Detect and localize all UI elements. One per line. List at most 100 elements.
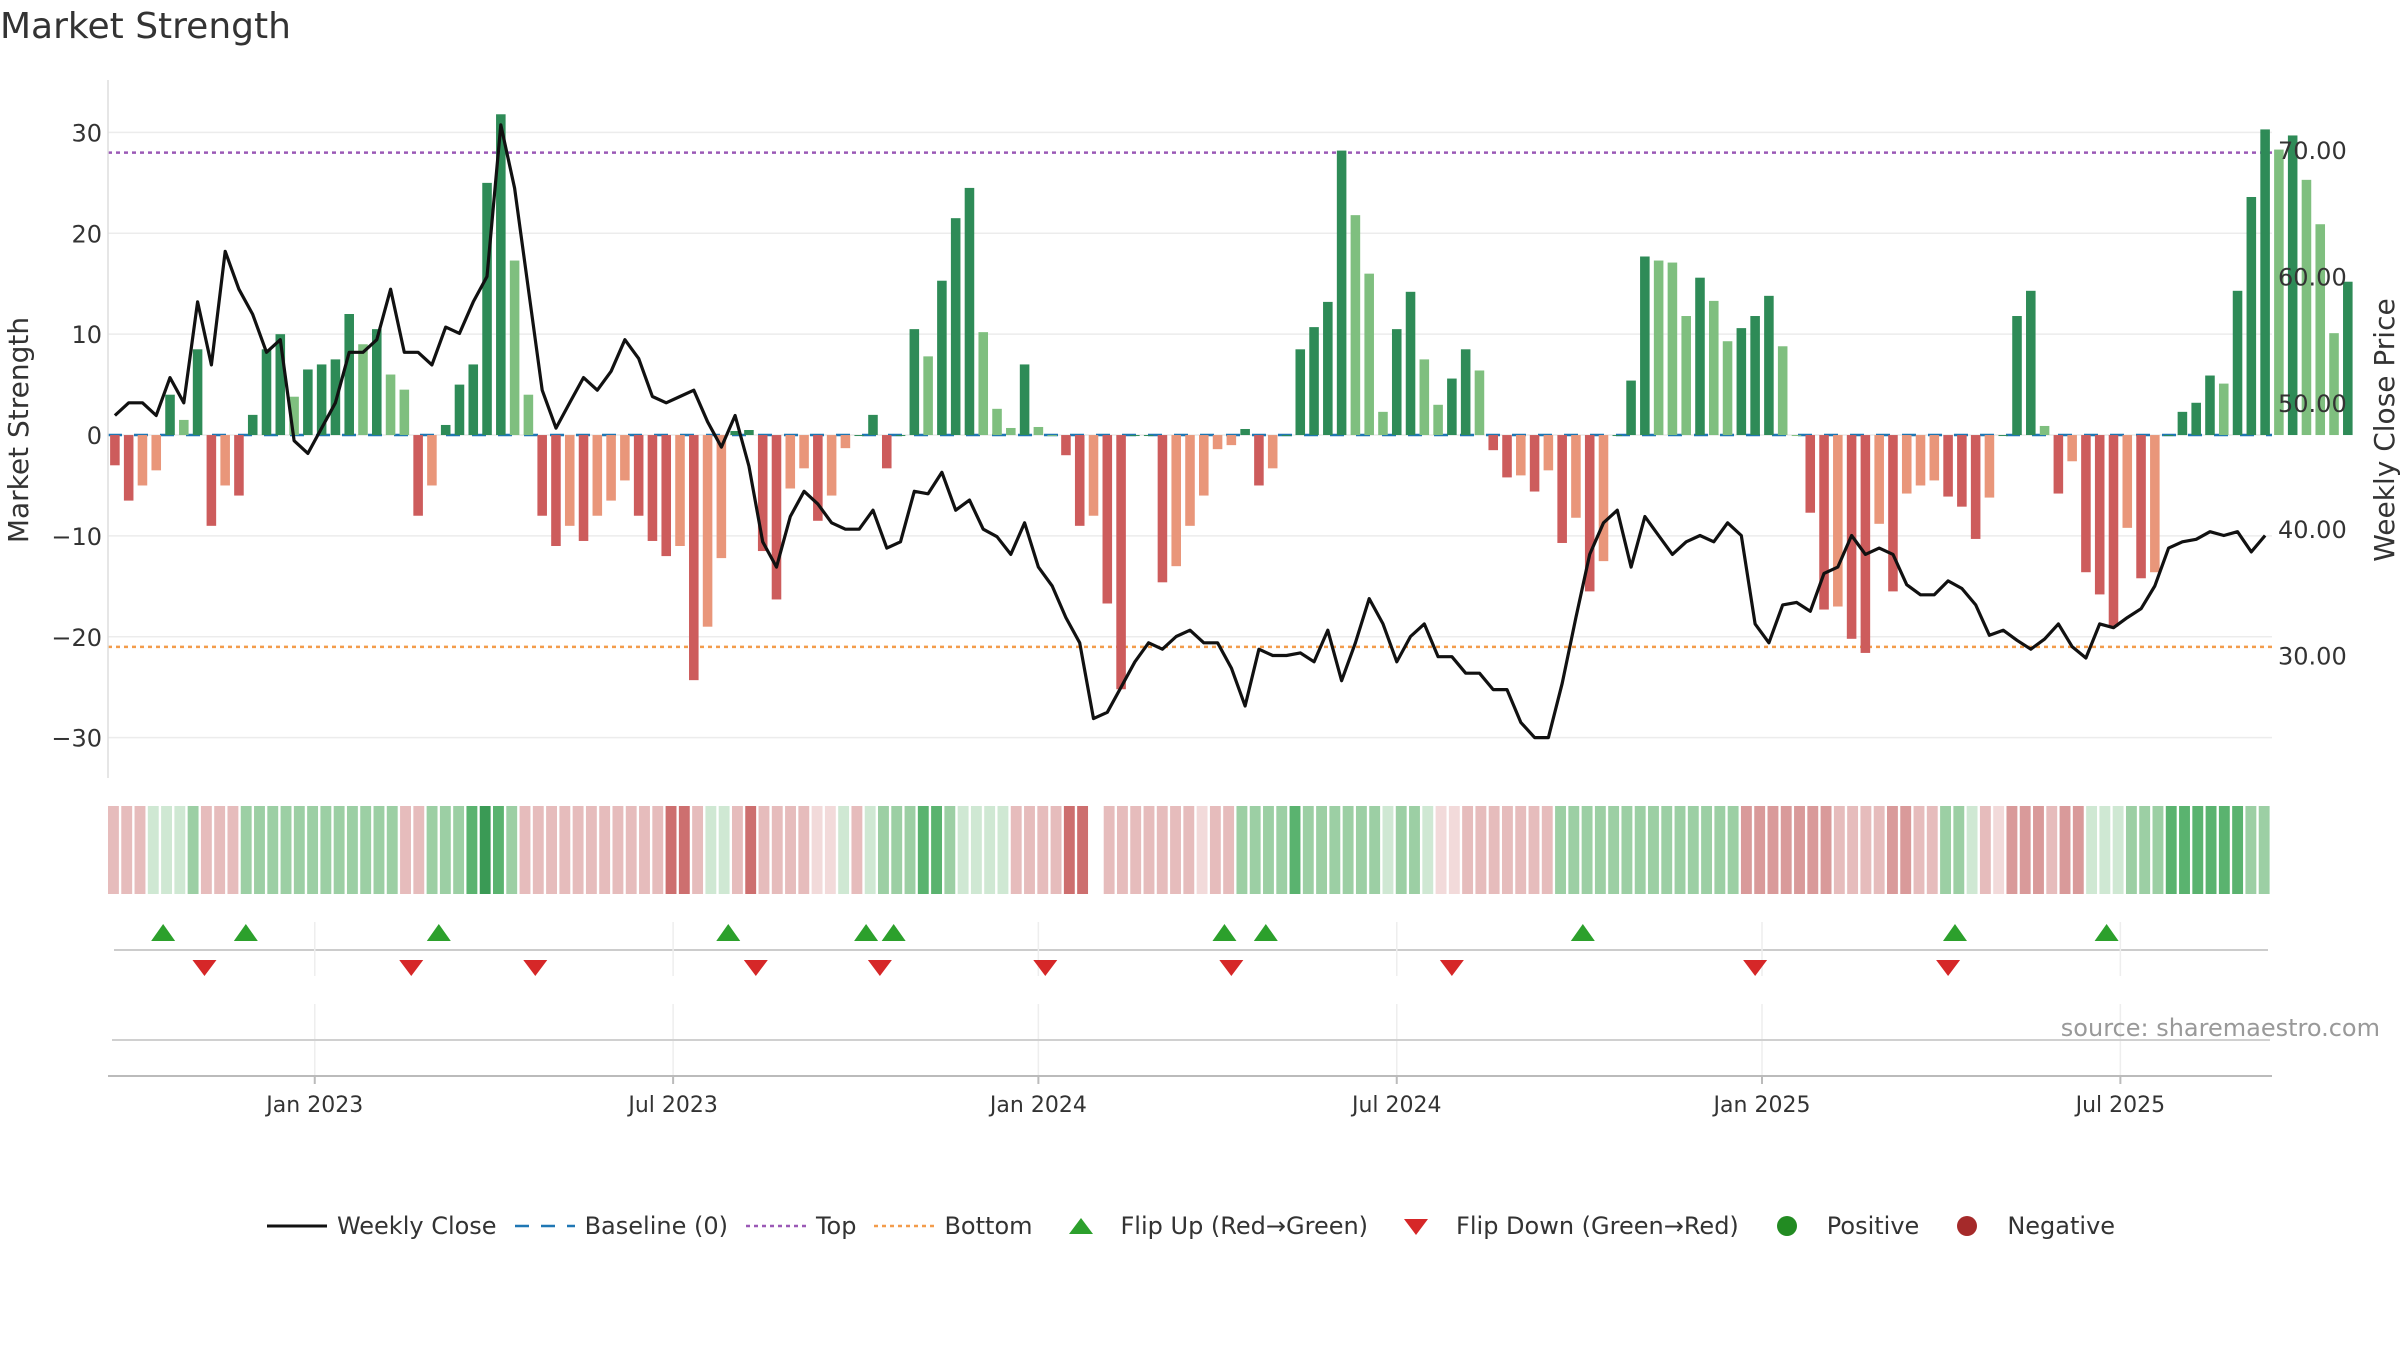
strength-bar — [1199, 435, 1209, 496]
strength-bar — [1653, 260, 1664, 436]
strength-bar — [1047, 435, 1057, 437]
strength-bar — [1088, 435, 1099, 516]
strength-bar — [1722, 341, 1733, 436]
strip-cell — [1170, 806, 1181, 894]
strength-bar — [606, 435, 616, 501]
y2-tick-label: 40.00 — [2278, 516, 2347, 544]
flip-up-marker — [1212, 924, 1237, 941]
strip-cell — [758, 806, 770, 894]
strength-bar — [633, 435, 644, 516]
strength-bar — [537, 435, 547, 516]
strip-cell — [2218, 806, 2230, 894]
strip-cell — [1966, 806, 1978, 894]
strength-bar — [275, 334, 286, 436]
strip-cell — [2245, 806, 2257, 894]
strip-cell — [572, 806, 584, 894]
legend-item-bottom: Bottom — [874, 1212, 1033, 1240]
strength-bar — [1502, 435, 1512, 478]
strength-bar — [2246, 196, 2257, 436]
strip-cell — [1860, 806, 1872, 894]
strip-cell — [2179, 806, 2190, 894]
strength-bar — [1970, 435, 1981, 539]
strength-bar — [2287, 135, 2298, 436]
strength-bar — [2122, 435, 2133, 528]
strength-bar — [1130, 435, 1140, 437]
strip-cell — [1847, 806, 1859, 894]
flip-down-marker — [743, 960, 768, 976]
weekly-close-line — [113, 123, 2267, 740]
x-axis: Jan 2023 Jul 2023 Jan 2024 Jul 2024 Jan 2025… — [108, 1075, 2272, 1118]
strength-bar — [1061, 435, 1071, 456]
strip-cell — [2165, 806, 2177, 894]
strip-cell — [546, 806, 557, 894]
legend-label: Positive — [1826, 1212, 1920, 1240]
strip-cell — [1581, 806, 1593, 894]
strength-bar — [344, 314, 354, 436]
strip-cell — [320, 806, 332, 894]
strip-cell — [1369, 806, 1381, 894]
strength-bar — [1006, 427, 1016, 436]
strength-bars — [110, 114, 2353, 690]
strip-cell — [1754, 806, 1766, 894]
flip-down-icon — [1404, 1219, 1429, 1235]
strip-cell — [1979, 806, 1991, 894]
strength-bar — [192, 349, 203, 436]
strength-bar — [895, 435, 906, 437]
strength-bar — [399, 389, 410, 436]
strength-bar — [592, 435, 603, 516]
top-icon — [745, 1224, 806, 1228]
strength-bar — [2329, 333, 2339, 436]
y-tick-label: 10 — [71, 321, 102, 349]
strength-bar — [2094, 435, 2105, 595]
strength-bar — [123, 435, 134, 501]
strip-cell — [493, 806, 504, 894]
strength-bar — [1543, 435, 1554, 471]
strip-cell — [214, 806, 226, 894]
strip-cell — [400, 806, 411, 894]
strength-bar — [1957, 435, 1967, 507]
strip-cell — [864, 806, 876, 894]
strength-bar — [247, 414, 258, 436]
strip-cell — [1568, 806, 1580, 894]
strength-bar — [137, 435, 148, 486]
strip-cell — [413, 806, 425, 894]
strip-cell — [1448, 806, 1460, 894]
strength-bar — [689, 435, 699, 681]
strip-cell — [1555, 806, 1566, 894]
strip-cell — [559, 806, 571, 894]
strength-bar — [1447, 378, 1457, 436]
strip-cell — [1236, 806, 1248, 894]
y-tick-label: −30 — [51, 725, 102, 753]
strength-bar — [978, 332, 989, 436]
strip-cell — [2019, 806, 2031, 894]
strip-cell — [891, 806, 903, 894]
strip-cell — [1780, 806, 1792, 894]
strip-cell — [1196, 806, 1208, 894]
strength-bar — [730, 431, 740, 436]
flip-up-marker — [881, 924, 906, 941]
strength-bar — [1640, 256, 1650, 436]
strength-bar — [1102, 435, 1113, 604]
strip-cell — [970, 806, 982, 894]
strip-cell — [2205, 806, 2217, 894]
strip-cell — [453, 806, 465, 894]
flip-up-marker — [426, 924, 451, 941]
strength-bar — [620, 435, 630, 481]
strip-cell — [2046, 806, 2058, 894]
strength-bar — [151, 435, 162, 471]
strength-bar — [1557, 435, 1567, 543]
strip-cell — [771, 806, 783, 894]
strip-cell — [267, 806, 279, 894]
strip-cell — [1077, 806, 1089, 894]
strip-cell — [2192, 806, 2204, 894]
strip-cell — [745, 806, 757, 894]
strip-cell — [307, 806, 319, 894]
strength-bar — [2177, 411, 2188, 436]
strength-bar — [496, 114, 506, 436]
strip-cell — [718, 806, 730, 894]
strength-bar — [647, 435, 658, 541]
strength-bar — [675, 435, 685, 546]
strength-bar — [2026, 290, 2036, 436]
strength-bar — [454, 384, 465, 436]
strength-bar — [1378, 411, 1388, 436]
